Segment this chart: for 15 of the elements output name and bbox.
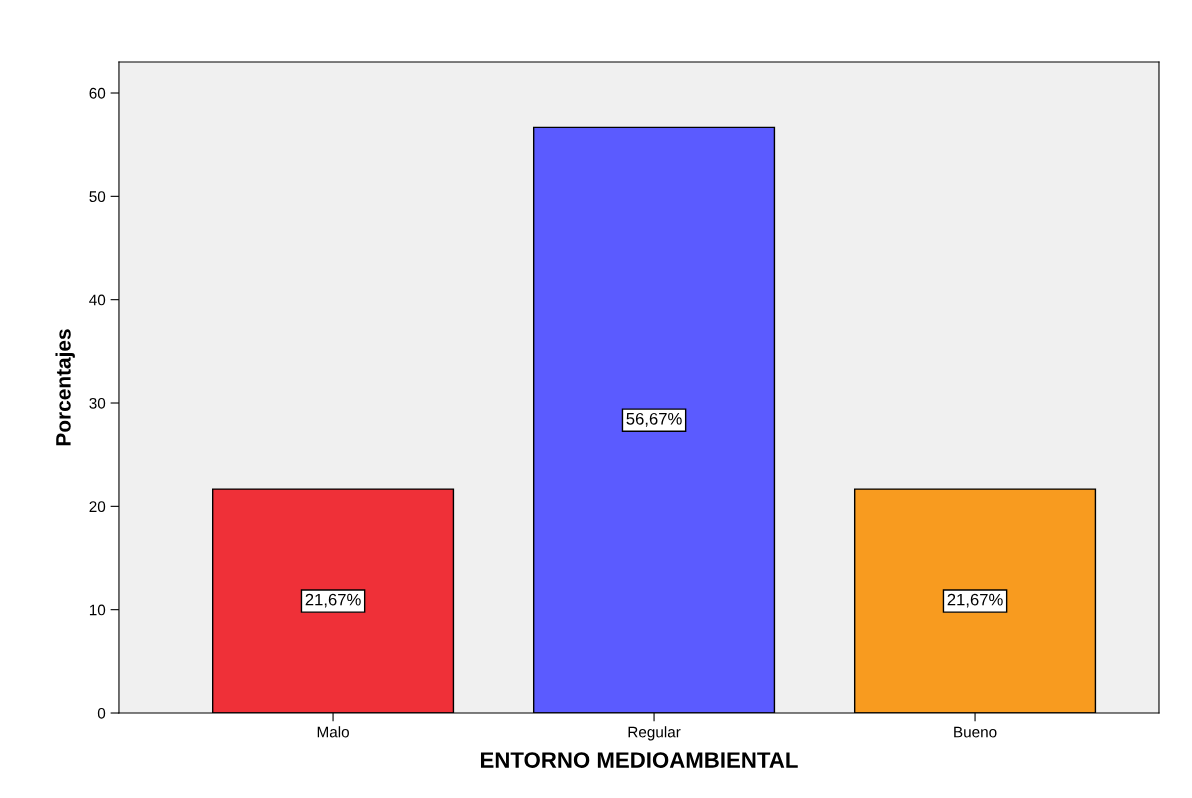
- x-axis-title: ENTORNO MEDIOAMBIENTAL: [480, 752, 798, 768]
- y-tick-label: 0: [97, 707, 106, 719]
- y-tick-label: 40: [89, 294, 106, 306]
- x-tick-label: Regular: [628, 726, 681, 741]
- x-tick-label: Malo: [317, 726, 349, 738]
- x-tick-label: Bueno: [954, 726, 997, 738]
- data-label: 56,67%: [626, 412, 682, 427]
- y-tick-label: 10: [89, 604, 106, 616]
- y-tick-label: 20: [89, 501, 106, 513]
- y-tick-label: 30: [89, 397, 106, 409]
- y-tick-label: 50: [89, 191, 106, 203]
- y-tick-label: 60: [89, 87, 106, 99]
- data-label: 21,67%: [305, 593, 361, 608]
- y-axis-title: Porcentajes: [55, 329, 75, 446]
- data-label: 21,67%: [947, 593, 1003, 608]
